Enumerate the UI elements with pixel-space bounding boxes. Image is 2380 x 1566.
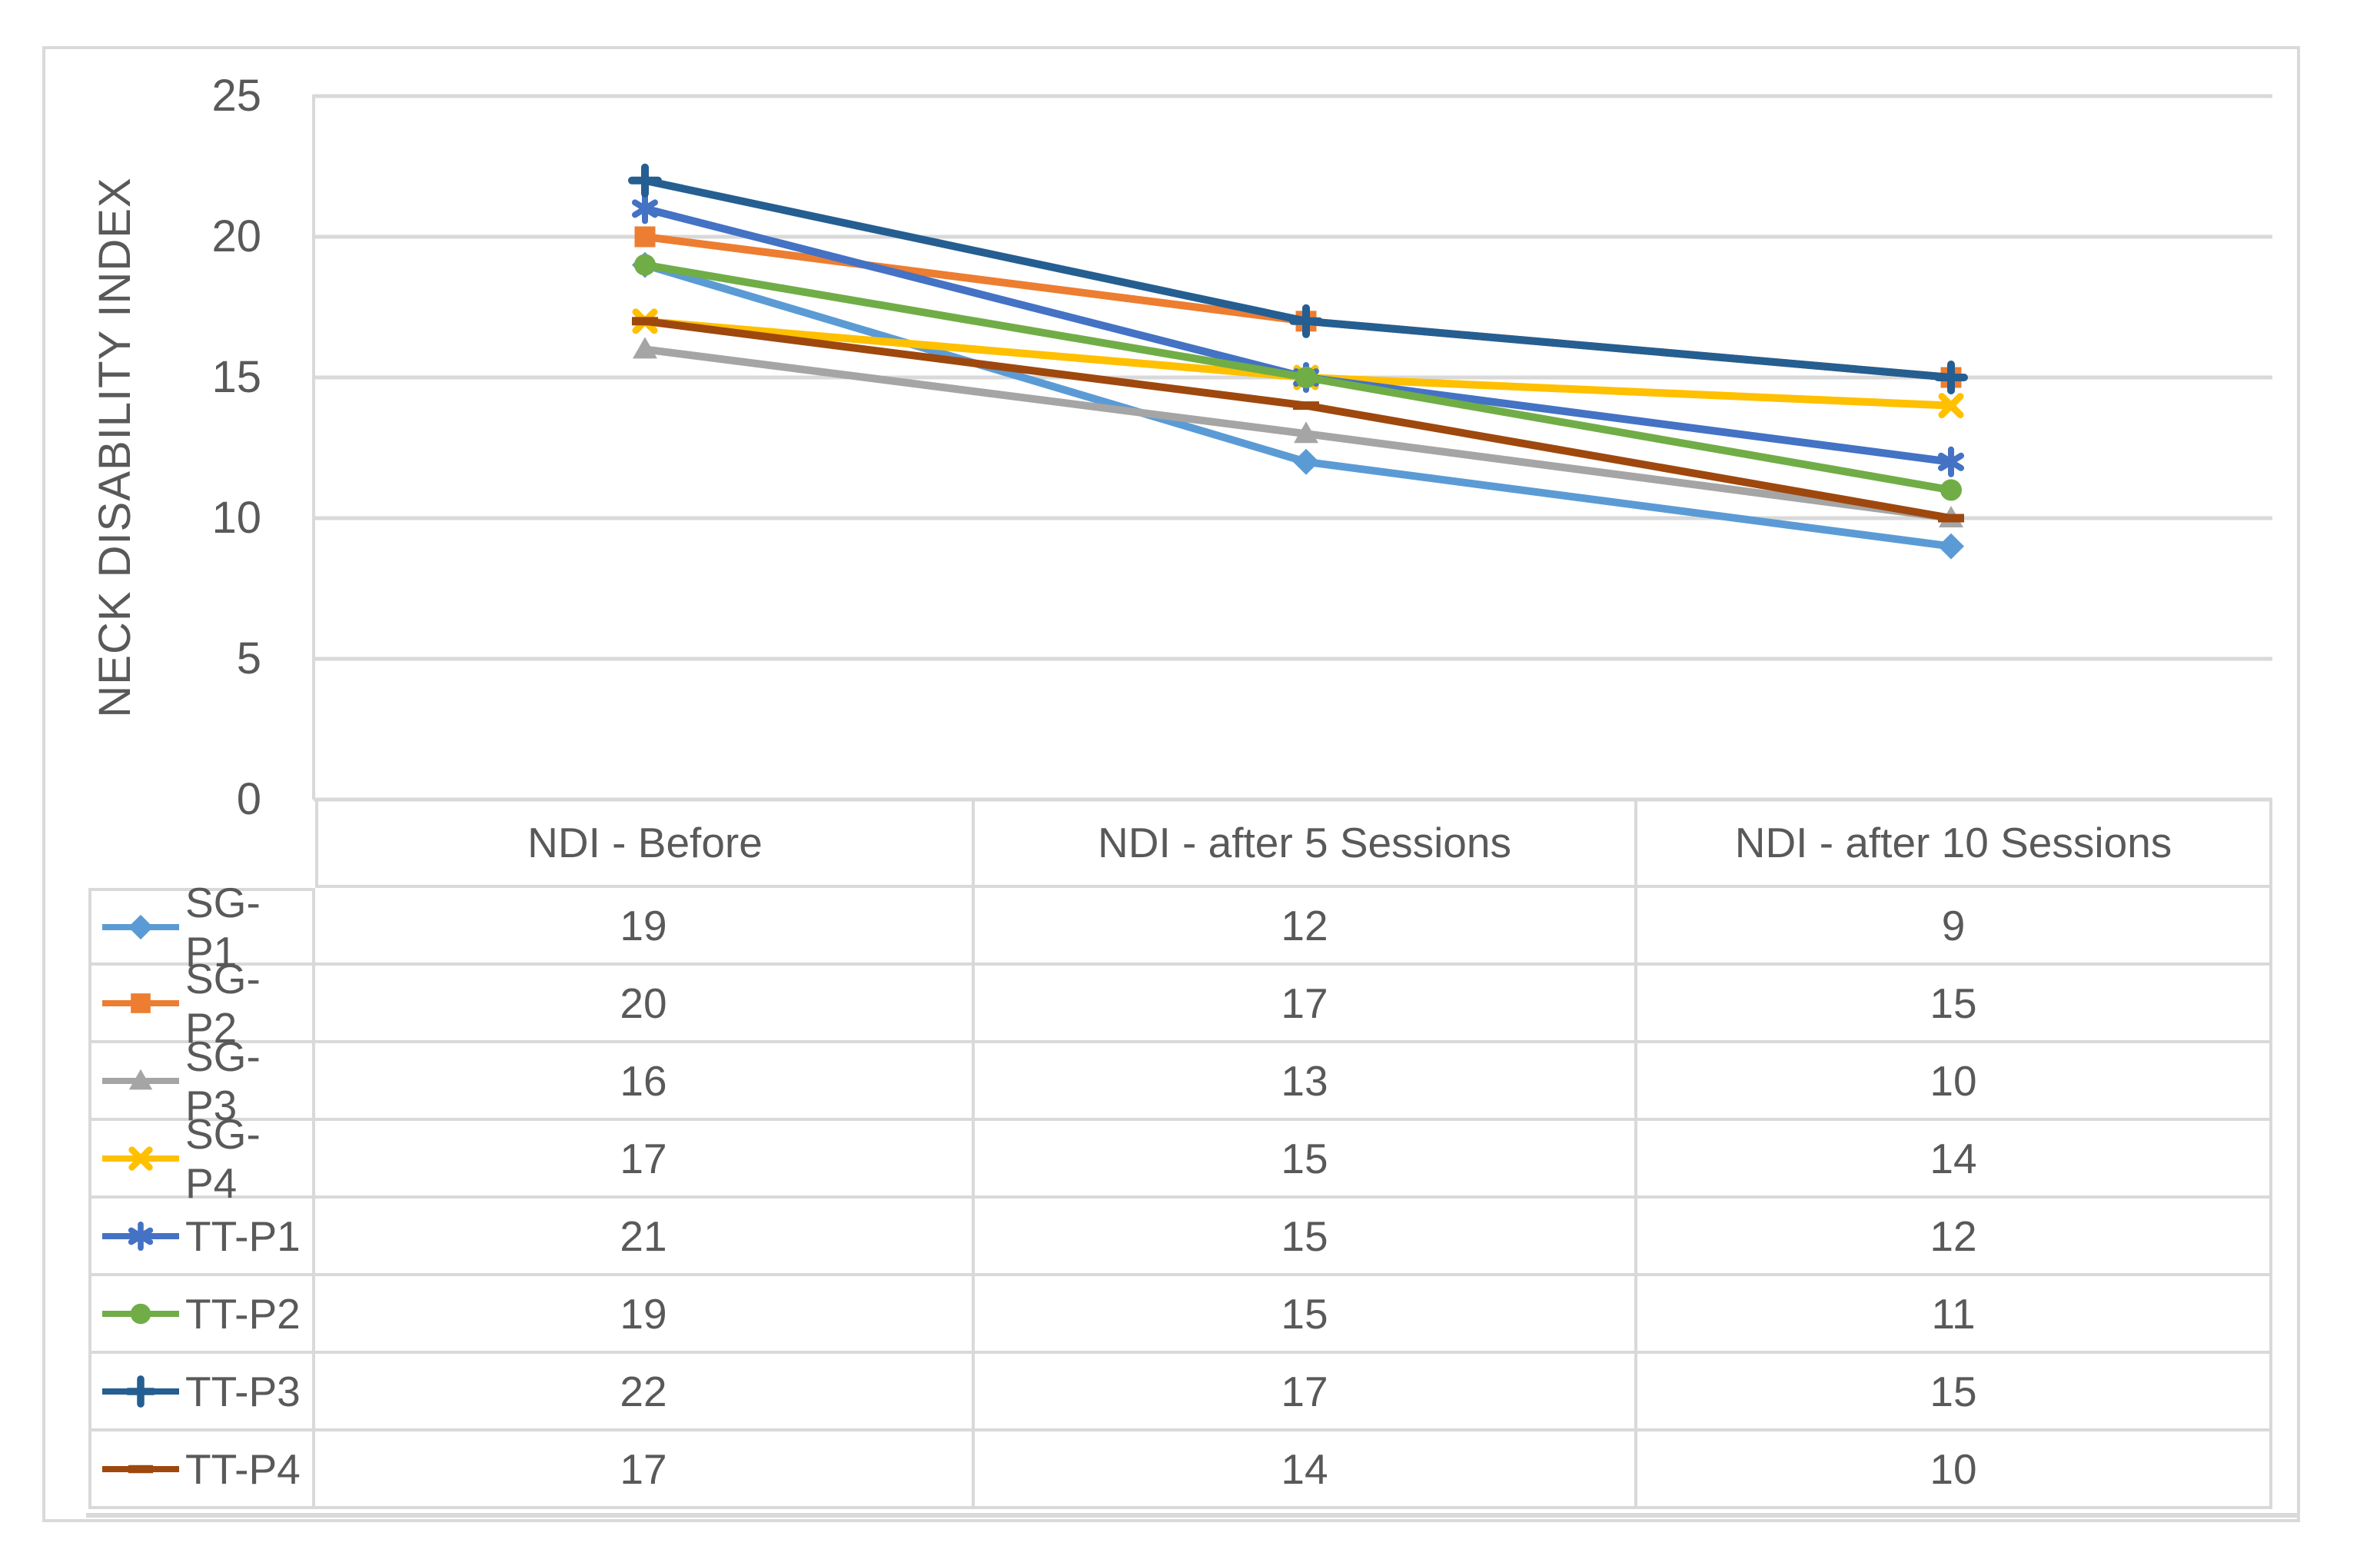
y-tick-label-15: 15 [211, 352, 261, 402]
series-name-label: SG-P4 [185, 1109, 261, 1207]
series-marker-SG-P1-1 [1293, 448, 1319, 475]
legend-key-TT-P2-icon [102, 1303, 179, 1324]
table-value-SG-P3-2: 13 [975, 1043, 1637, 1121]
series-name-label: TT-P2 [185, 1289, 301, 1338]
table-value-SG-P1-3: 9 [1637, 888, 2272, 966]
series-label-cell-SG-P1: SG-P1 [88, 879, 315, 976]
legend-marker-SG-P3 [128, 1069, 153, 1089]
series-label-cell-TT-P4: TT-P4 [88, 1431, 315, 1509]
table-value-SG-P3-1: 16 [315, 1043, 975, 1121]
series-marker-TT-P2-2 [1940, 479, 1962, 501]
series-marker-TT-P4-0 [632, 317, 658, 326]
table-value-SG-P4-2: 15 [975, 1121, 1637, 1199]
legend-marker-TT-P3 [125, 1375, 157, 1408]
series-marker-TT-P3-1 [1289, 304, 1323, 338]
series-marker-TT-P3-0 [628, 163, 662, 198]
series-marker-SG-P2-0 [634, 226, 656, 248]
series-label-cell-TT-P1: TT-P1 [88, 1199, 315, 1276]
series-name-label: SG-P2 [185, 954, 261, 1052]
table-value-TT-P4-2: 14 [975, 1431, 1637, 1509]
series-marker-TT-P2-1 [1295, 367, 1317, 388]
series-marker-TT-P3-2 [1934, 361, 1968, 394]
series-marker-TT-P1-2 [1938, 446, 1964, 477]
series-marker-TT-P4-1 [1293, 401, 1319, 411]
chart-area-border[interactable] [42, 46, 2300, 1522]
table-value-SG-P2-1: 20 [315, 966, 975, 1043]
series-name-label: SG-P1 [185, 878, 261, 976]
y-tick-label-25: 25 [211, 71, 261, 121]
legend-marker-TT-P2 [130, 1303, 151, 1324]
series-marker-SG-P3-1 [1294, 421, 1318, 444]
y-tick-label-20: 20 [211, 211, 261, 261]
legend-key-SG-P1-icon [102, 914, 179, 939]
y-tick-label-5: 5 [236, 633, 261, 683]
legend-marker-SG-P4 [128, 1145, 153, 1171]
table-value-TT-P3-3: 15 [1637, 1354, 2272, 1431]
series-marker-SG-P1-2 [1938, 533, 1964, 560]
series-name-label: SG-P3 [185, 1032, 261, 1129]
table-value-SG-P2-2: 17 [975, 966, 1637, 1043]
table-value-TT-P2-3: 11 [1637, 1276, 2272, 1354]
table-value-SG-P2-3: 15 [1637, 966, 2272, 1043]
series-name-label: TT-P1 [185, 1212, 301, 1260]
table-value-SG-P4-3: 14 [1637, 1121, 2272, 1199]
table-value-TT-P4-3: 10 [1637, 1431, 2272, 1509]
table-corner-cell [88, 800, 315, 888]
series-name-label: TT-P3 [185, 1367, 301, 1415]
y-tick-label-0: 0 [236, 774, 261, 824]
series-label-cell-SG-P3: SG-P3 [88, 1032, 315, 1129]
series-marker-TT-P4-2 [1938, 514, 1964, 523]
series-line-TT-P4 [641, 317, 1955, 522]
table-value-SG-P1-1: 19 [315, 888, 975, 966]
series-name-label: TT-P4 [185, 1445, 301, 1493]
table-value-TT-P1-1: 21 [315, 1199, 975, 1276]
legend-marker-SG-P1 [128, 914, 154, 939]
legend-key-SG-P3-icon [102, 1069, 179, 1089]
category-axis-line [86, 1513, 2300, 1518]
series-label-cell-TT-P3: TT-P3 [88, 1354, 315, 1431]
series-marker-SG-P3-0 [633, 337, 657, 359]
legend-marker-TT-P4 [128, 1465, 154, 1473]
table-value-TT-P4-1: 17 [315, 1431, 975, 1509]
table-value-TT-P3-1: 22 [315, 1354, 975, 1431]
legend-key-SG-P4-icon [102, 1145, 179, 1171]
legend-key-TT-P4-icon [102, 1465, 179, 1473]
chart-data-table: NDI - Before NDI - after 5 Sessions NDI - … [88, 800, 2272, 1509]
table-header-3: NDI - after 10 Sessions [1637, 800, 2272, 888]
table-value-TT-P2-2: 15 [975, 1276, 1637, 1354]
legend-marker-SG-P2 [131, 992, 151, 1013]
table-value-TT-P2-1: 19 [315, 1276, 975, 1354]
table-value-TT-P3-2: 17 [975, 1354, 1637, 1431]
series-marker-TT-P1-0 [632, 193, 658, 224]
series-label-cell-SG-P4: SG-P4 [88, 1110, 315, 1207]
series-label-cell-SG-P2: SG-P2 [88, 955, 315, 1052]
table-value-SG-P1-2: 12 [975, 888, 1637, 966]
series-marker-TT-P2-0 [634, 254, 656, 276]
table-value-SG-P3-3: 10 [1637, 1043, 2272, 1121]
legend-key-TT-P1-icon [102, 1221, 179, 1251]
table-value-SG-P4-1: 17 [315, 1121, 975, 1199]
table-value-TT-P1-3: 12 [1637, 1199, 2272, 1276]
table-header-1: NDI - Before [315, 800, 975, 888]
series-marker-SG-P4-2 [1938, 393, 1964, 419]
y-tick-label-10: 10 [211, 493, 261, 543]
table-header-2: NDI - after 5 Sessions [975, 800, 1637, 888]
legend-marker-TT-P1 [128, 1221, 154, 1251]
y-axis-title: NECK DISABILITY INDEX [90, 177, 140, 718]
legend-key-SG-P2-icon [102, 992, 179, 1013]
series-label-cell-TT-P2: TT-P2 [88, 1276, 315, 1354]
table-value-TT-P1-2: 15 [975, 1199, 1637, 1276]
legend-key-TT-P3-icon [102, 1375, 179, 1408]
